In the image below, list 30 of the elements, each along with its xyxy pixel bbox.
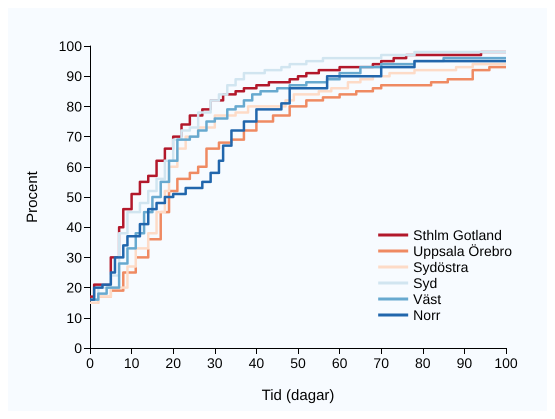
legend-label: Norr (413, 307, 441, 323)
x-axis-title: Tid (dagar) (262, 387, 334, 404)
x-tick-label: 80 (415, 355, 431, 371)
y-tick-label: 10 (66, 310, 82, 326)
legend-label: Väst (413, 291, 442, 307)
x-tick-label: 90 (456, 355, 472, 371)
y-tick-label: 100 (58, 38, 82, 54)
x-tick-label: 70 (373, 355, 390, 371)
y-tick-label: 30 (66, 249, 82, 266)
legend-label: Sydöstra (413, 259, 469, 275)
y-tick-label: 40 (66, 219, 82, 236)
y-tick-label: 0 (74, 340, 82, 356)
x-tick-label: 10 (124, 355, 140, 371)
y-tick-label: 70 (66, 128, 82, 145)
y-tick-label: 20 (66, 280, 82, 296)
x-tick-label: 20 (165, 355, 182, 371)
y-tick-label: 60 (66, 158, 82, 175)
x-tick-label: 30 (207, 355, 223, 371)
x-tick-label: 0 (86, 355, 94, 371)
x-tick-label: 50 (290, 355, 306, 371)
x-tick-label: 40 (248, 355, 264, 371)
legend-label: Syd (413, 275, 438, 291)
y-tick-label: 50 (66, 189, 82, 205)
x-tick-label: 60 (332, 355, 348, 371)
y-tick-label: 90 (66, 68, 82, 84)
x-tick-label: 100 (494, 355, 518, 371)
y-tick-label: 80 (66, 98, 82, 114)
legend-label: Uppsala Örebro (413, 243, 512, 259)
y-axis-title: Procent (24, 170, 41, 223)
legend-label: Sthlm Gotland (413, 227, 502, 243)
